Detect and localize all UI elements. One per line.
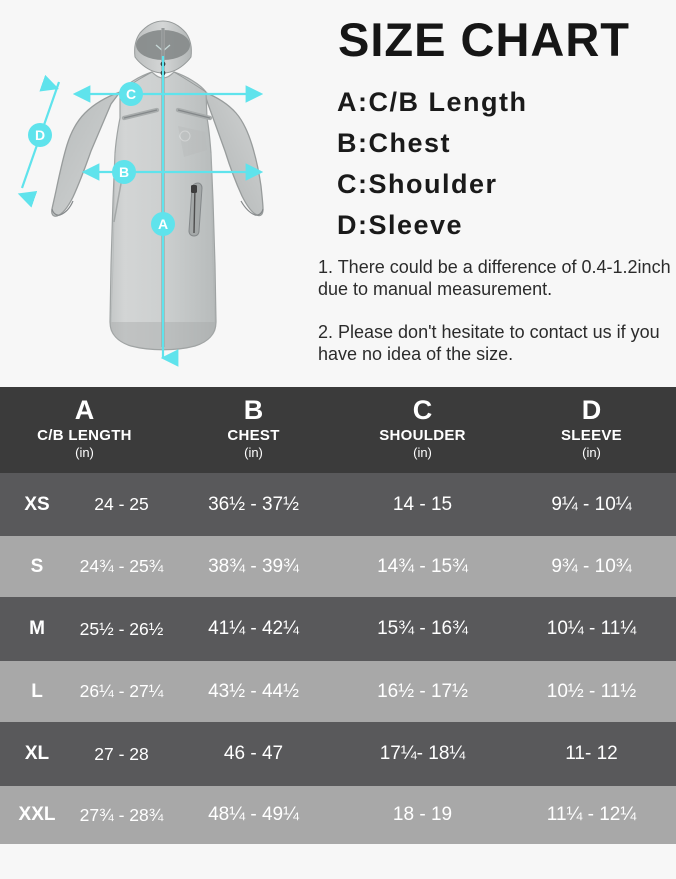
svg-text:A: A: [158, 216, 168, 232]
svg-text:B: B: [119, 164, 129, 180]
svg-text:C: C: [126, 86, 136, 102]
svg-text:D: D: [35, 127, 45, 143]
